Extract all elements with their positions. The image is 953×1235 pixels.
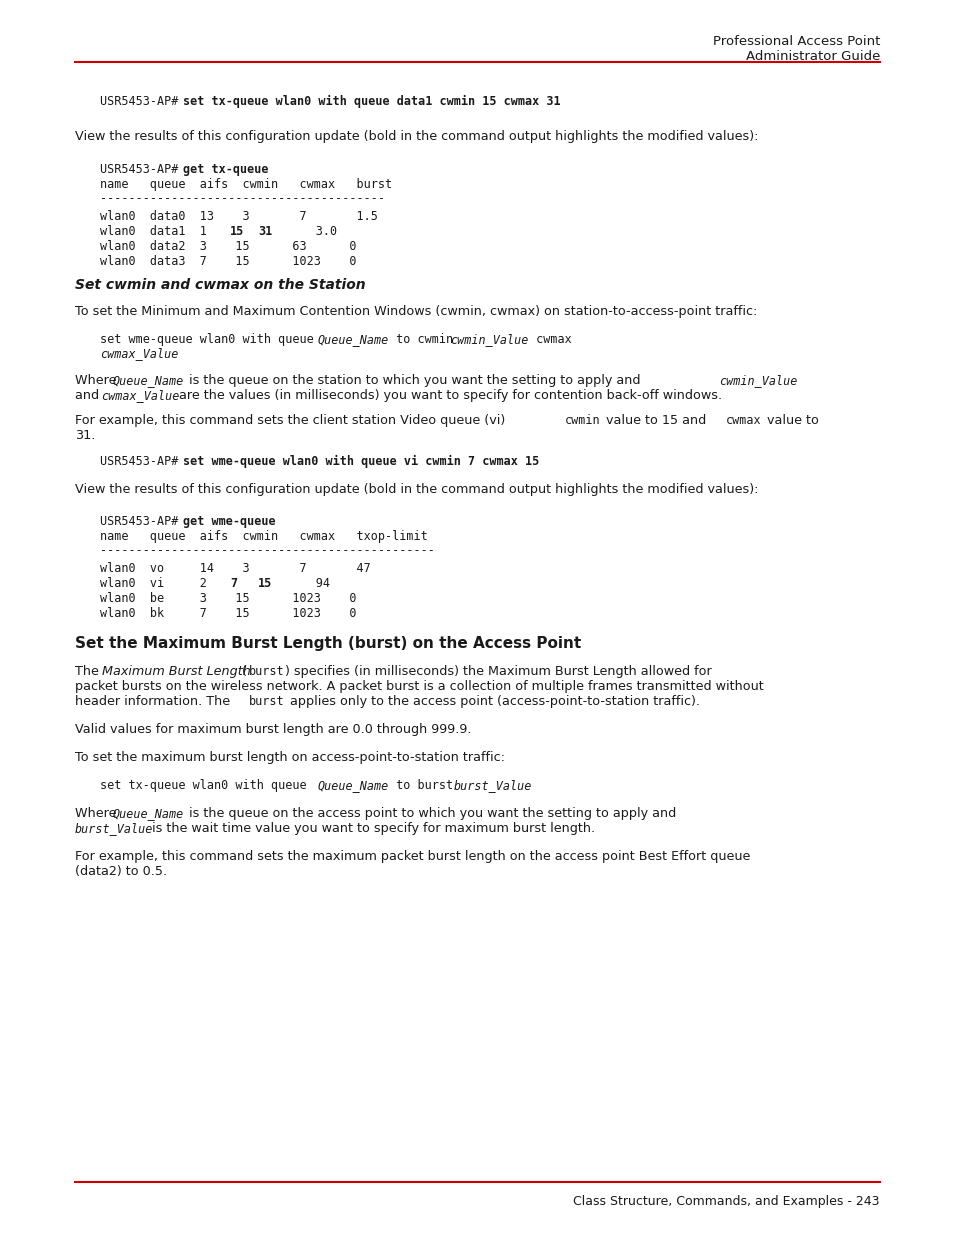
Text: Maximum Burst Length: Maximum Burst Length bbox=[102, 664, 251, 678]
Text: header information. The: header information. The bbox=[75, 695, 233, 708]
Text: get wme-queue: get wme-queue bbox=[183, 515, 275, 529]
Text: 7: 7 bbox=[230, 577, 237, 590]
Text: To set the Minimum and Maximum Contention Windows (cwmin, cwmax) on station-to-a: To set the Minimum and Maximum Contentio… bbox=[75, 305, 757, 317]
Text: to cwmin: to cwmin bbox=[389, 333, 459, 346]
Text: packet bursts on the wireless network. A packet burst is a collection of multipl: packet bursts on the wireless network. A… bbox=[75, 680, 763, 693]
Text: burst: burst bbox=[249, 695, 284, 708]
Text: is the queue on the station to which you want the setting to apply and: is the queue on the station to which you… bbox=[185, 374, 644, 387]
Text: View the results of this configuration update (bold in the command output highli: View the results of this configuration u… bbox=[75, 130, 758, 143]
Text: Set cwmin and cwmax on the Station: Set cwmin and cwmax on the Station bbox=[75, 278, 365, 291]
Text: 94: 94 bbox=[273, 577, 330, 590]
Text: 3.0: 3.0 bbox=[273, 225, 336, 238]
Text: Queue_Name: Queue_Name bbox=[317, 779, 389, 792]
Text: USR5453-AP#: USR5453-AP# bbox=[100, 163, 185, 177]
Text: ) specifies (in milliseconds) the Maximum Burst Length allowed for: ) specifies (in milliseconds) the Maximu… bbox=[285, 664, 711, 678]
Text: For example, this command sets the maximum packet burst length on the access poi: For example, this command sets the maxim… bbox=[75, 850, 750, 863]
Text: Queue_Name: Queue_Name bbox=[112, 806, 184, 820]
Text: USR5453-AP#: USR5453-AP# bbox=[100, 454, 185, 468]
Text: ----------------------------------------: ---------------------------------------- bbox=[100, 191, 385, 205]
Text: cwmax: cwmax bbox=[725, 414, 760, 427]
Text: set wme-queue wlan0 with queue: set wme-queue wlan0 with queue bbox=[100, 333, 320, 346]
Text: wlan0  be     3    15      1023    0: wlan0 be 3 15 1023 0 bbox=[100, 592, 356, 605]
Text: 15: 15 bbox=[230, 225, 244, 238]
Text: is the wait time value you want to specify for maximum burst length.: is the wait time value you want to speci… bbox=[148, 823, 595, 835]
Text: cwmin: cwmin bbox=[564, 414, 600, 427]
Text: name   queue  aifs  cwmin   cwmax   burst: name queue aifs cwmin cwmax burst bbox=[100, 178, 392, 191]
Text: wlan0  data2  3    15      63      0: wlan0 data2 3 15 63 0 bbox=[100, 240, 356, 253]
Text: get tx-queue: get tx-queue bbox=[183, 163, 268, 177]
Text: applies only to the access point (access-point-to-station traffic).: applies only to the access point (access… bbox=[286, 695, 700, 708]
Text: burst_Value: burst_Value bbox=[75, 823, 153, 835]
Text: -----------------------------------------------: ----------------------------------------… bbox=[100, 543, 435, 557]
Text: wlan0  data1  1: wlan0 data1 1 bbox=[100, 225, 235, 238]
Text: wlan0  data3  7    15      1023    0: wlan0 data3 7 15 1023 0 bbox=[100, 254, 356, 268]
Text: The: The bbox=[75, 664, 103, 678]
Text: are the values (in milliseconds) you want to specify for contention back-off win: are the values (in milliseconds) you wan… bbox=[174, 389, 721, 403]
Text: (: ( bbox=[237, 664, 247, 678]
Text: cwmax_Value: cwmax_Value bbox=[100, 347, 178, 359]
Text: Administrator Guide: Administrator Guide bbox=[745, 49, 879, 63]
Text: wlan0  vi     2: wlan0 vi 2 bbox=[100, 577, 235, 590]
Text: Class Structure, Commands, and Examples - 243: Class Structure, Commands, and Examples … bbox=[573, 1195, 879, 1208]
Text: burst_Value: burst_Value bbox=[454, 779, 532, 792]
Text: value to 15 and: value to 15 and bbox=[601, 414, 709, 427]
Text: to burst: to burst bbox=[389, 779, 459, 792]
Text: View the results of this configuration update (bold in the command output highli: View the results of this configuration u… bbox=[75, 483, 758, 496]
Text: wlan0  vo     14    3       7       47: wlan0 vo 14 3 7 47 bbox=[100, 562, 371, 576]
Text: USR5453-AP#: USR5453-AP# bbox=[100, 515, 185, 529]
Text: 31: 31 bbox=[257, 225, 272, 238]
Text: Queue_Name: Queue_Name bbox=[317, 333, 389, 346]
Text: Professional Access Point: Professional Access Point bbox=[712, 35, 879, 48]
Text: set tx-queue wlan0 with queue data1 cwmin 15 cwmax 31: set tx-queue wlan0 with queue data1 cwmi… bbox=[183, 95, 560, 109]
Text: cwmax_Value: cwmax_Value bbox=[101, 389, 179, 403]
Text: and: and bbox=[75, 389, 103, 403]
Text: USR5453-AP#: USR5453-AP# bbox=[100, 95, 185, 107]
Text: Queue_Name: Queue_Name bbox=[112, 374, 184, 387]
Text: burst: burst bbox=[249, 664, 284, 678]
Text: cwmin_Value: cwmin_Value bbox=[450, 333, 528, 346]
Text: value to: value to bbox=[762, 414, 818, 427]
Text: set wme-queue wlan0 with queue vi cwmin 7 cwmax 15: set wme-queue wlan0 with queue vi cwmin … bbox=[183, 454, 538, 468]
Text: To set the maximum burst length on access-point-to-station traffic:: To set the maximum burst length on acces… bbox=[75, 751, 504, 764]
Text: wlan0  bk     7    15      1023    0: wlan0 bk 7 15 1023 0 bbox=[100, 606, 356, 620]
Text: Where: Where bbox=[75, 806, 120, 820]
Text: cwmin_Value: cwmin_Value bbox=[719, 374, 797, 387]
Text: Where: Where bbox=[75, 374, 120, 387]
Text: (data2) to 0.5.: (data2) to 0.5. bbox=[75, 864, 167, 878]
Text: For example, this command sets the client station Video queue (vi): For example, this command sets the clien… bbox=[75, 414, 509, 427]
Text: name   queue  aifs  cwmin   cwmax   txop-limit: name queue aifs cwmin cwmax txop-limit bbox=[100, 530, 427, 543]
Text: Set the Maximum Burst Length (burst) on the Access Point: Set the Maximum Burst Length (burst) on … bbox=[75, 636, 580, 651]
Text: is the queue on the access point to which you want the setting to apply and: is the queue on the access point to whic… bbox=[185, 806, 676, 820]
Text: set tx-queue wlan0 with queue: set tx-queue wlan0 with queue bbox=[100, 779, 314, 792]
Text: 15: 15 bbox=[257, 577, 272, 590]
Text: cwmax: cwmax bbox=[529, 333, 571, 346]
Text: Valid values for maximum burst length are 0.0 through 999.9.: Valid values for maximum burst length ar… bbox=[75, 722, 471, 736]
Text: 31.: 31. bbox=[75, 429, 95, 442]
Text: wlan0  data0  13    3       7       1.5: wlan0 data0 13 3 7 1.5 bbox=[100, 210, 377, 224]
